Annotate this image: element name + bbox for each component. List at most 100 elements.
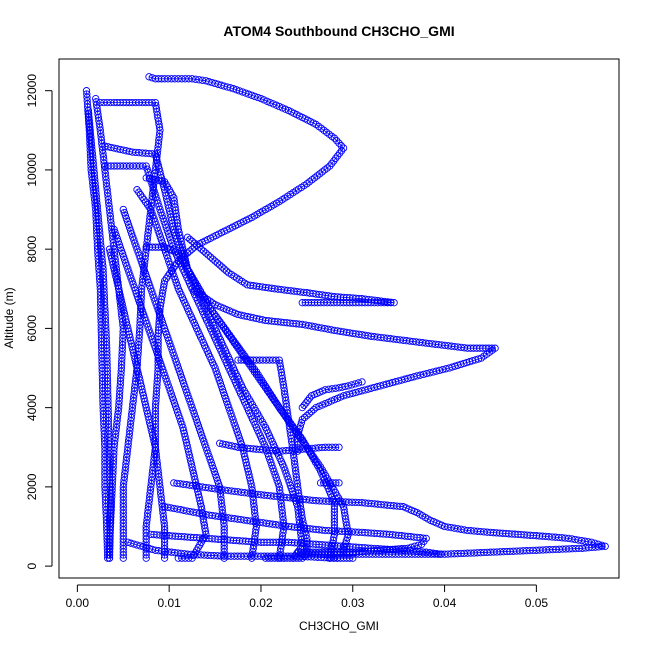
y-tick-label: 12000: [25, 74, 39, 108]
data-point: [190, 239, 199, 247]
y-tick-label: 0: [25, 562, 39, 569]
data-point: [96, 98, 104, 107]
data-point: [185, 75, 193, 83]
data-point: [344, 382, 352, 390]
data-point: [119, 554, 127, 562]
data-point: [251, 92, 259, 101]
data-point: [335, 139, 343, 147]
data-point: [202, 249, 210, 257]
data-series: [216, 439, 343, 455]
data-series: [326, 554, 341, 562]
data-point: [105, 551, 114, 559]
data-series: [105, 245, 169, 562]
data-point: [310, 174, 319, 182]
data-point: [305, 409, 313, 418]
data-point: [300, 552, 309, 560]
data-point: [300, 401, 308, 409]
data-series: [133, 186, 261, 562]
data-point: [216, 261, 224, 269]
data-point: [209, 255, 217, 263]
data-point: [220, 265, 228, 273]
data-point: [213, 259, 222, 267]
data-point: [329, 554, 338, 562]
data-point: [298, 415, 306, 424]
data-point: [304, 396, 312, 405]
data-point: [201, 527, 210, 535]
series-line: [150, 534, 441, 555]
x-tick-label: 0.02: [249, 596, 273, 610]
data-point: [141, 198, 150, 206]
data-series: [170, 479, 609, 558]
data-point: [188, 554, 196, 562]
data-point: [191, 286, 199, 295]
data-point: [305, 394, 314, 402]
data-point: [333, 554, 341, 562]
data-point: [222, 267, 231, 275]
data-point: [171, 75, 179, 83]
data-point: [103, 98, 111, 107]
data-point: [358, 378, 366, 386]
data-point: [305, 178, 314, 186]
data-point: [332, 479, 340, 487]
data-point: [426, 549, 434, 557]
data-point: [206, 253, 215, 261]
data-point: [312, 403, 320, 412]
data-point: [417, 540, 426, 548]
data-point: [341, 382, 349, 391]
data-point: [321, 443, 329, 451]
data-point: [277, 554, 285, 562]
x-tick-label: 0.01: [157, 596, 181, 610]
data-point: [248, 551, 256, 559]
data-point: [147, 177, 155, 186]
y-axis-label: Altitude (m): [2, 287, 16, 348]
data-series: [147, 530, 444, 558]
y-axis-ticks: 0 2000 4000 6000 8000 10000 12000: [25, 74, 53, 569]
y-tick-label: 6000: [25, 315, 39, 342]
data-point: [346, 554, 354, 562]
y-tick-label: 8000: [25, 235, 39, 262]
data-point: [349, 554, 357, 562]
x-tick-label: 0.04: [433, 596, 457, 610]
data-point: [307, 407, 316, 416]
data-point: [301, 299, 309, 307]
x-tick-label: 0.00: [66, 596, 90, 610]
data-point: [351, 380, 359, 388]
data-point: [105, 554, 114, 562]
x-axis-ticks: 0.00 0.01 0.02 0.03 0.04 0.05: [66, 584, 549, 610]
data-point: [174, 75, 182, 83]
data-point: [199, 247, 208, 255]
data-point: [303, 550, 311, 558]
x-tick-label: 0.05: [525, 596, 549, 610]
data-point: [584, 538, 592, 546]
data-point: [354, 379, 363, 387]
data-point: [191, 75, 200, 83]
data-point: [178, 554, 186, 562]
y-tick-label: 4000: [25, 394, 39, 421]
data-point: [206, 297, 214, 305]
data-point: [298, 514, 306, 523]
data-point: [337, 142, 345, 150]
series-layer: [82, 73, 609, 562]
data-point: [280, 554, 288, 562]
data-point: [422, 548, 430, 556]
data-point: [119, 551, 127, 559]
data-series: [234, 356, 311, 558]
data-point: [298, 554, 306, 562]
data-point: [333, 137, 341, 145]
data-point: [326, 162, 334, 170]
data-series: [110, 225, 210, 562]
data-series: [316, 479, 343, 487]
data-point: [325, 443, 333, 451]
x-tick-label: 0.03: [341, 596, 365, 610]
y-tick-label: 2000: [25, 473, 39, 500]
data-point: [300, 413, 309, 422]
data-point: [298, 403, 306, 412]
data-point: [337, 147, 346, 155]
data-point: [436, 550, 444, 558]
data-point: [195, 76, 203, 84]
y-tick-label: 10000: [25, 153, 39, 187]
data-point: [160, 75, 169, 83]
data-point: [142, 554, 150, 562]
data-point: [321, 166, 329, 174]
